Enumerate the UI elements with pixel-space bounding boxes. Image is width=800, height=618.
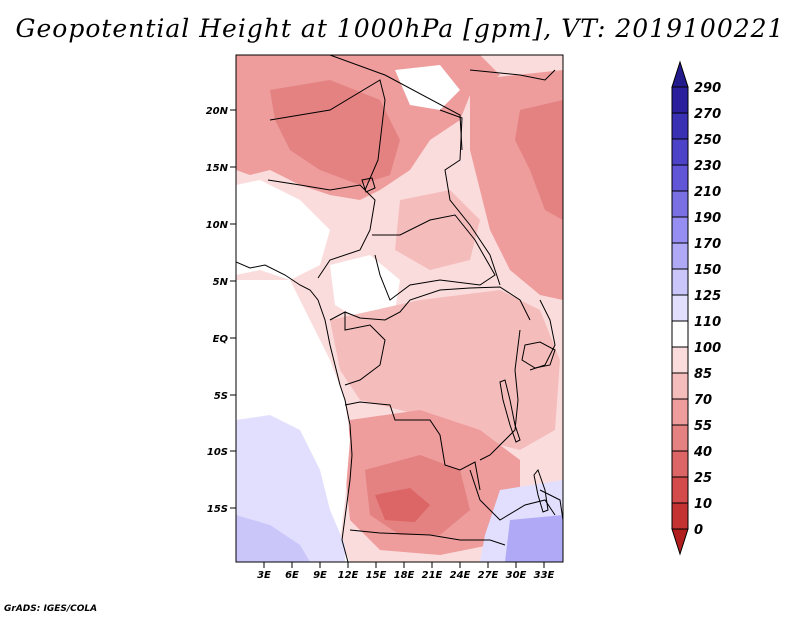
chart-title: Geopotential Height at 1000hPa [gpm], VT… [15, 14, 785, 43]
lat-axis: 20N 15N 10N 5N EQ 5S 10S 15S [206, 106, 236, 515]
colorbar-label: 170 [694, 237, 721, 252]
colorbar-label: 210 [694, 185, 721, 200]
border-ethiopia [469, 69, 556, 81]
footer-credit: GrADS: IGES/COLA [4, 604, 98, 614]
shade-white-center [330, 255, 400, 320]
lon-label: 21E [422, 570, 443, 581]
shade-ocean-blue [236, 515, 310, 562]
lat-label: 10S [207, 447, 228, 458]
lat-label: 5S [214, 391, 228, 402]
lon-label: 15E [366, 570, 387, 581]
colorbar-label: 230 [694, 159, 721, 174]
lon-label: 18E [394, 570, 415, 581]
border-niger-chad [269, 79, 386, 191]
map-borders [236, 55, 563, 562]
shade-central-north [395, 190, 480, 270]
colorbar-swatch [671, 372, 689, 400]
lat-label: 5N [213, 277, 229, 288]
lat-label: 15S [207, 504, 228, 515]
colorbar-label: 85 [694, 367, 712, 382]
colorbar-bottom-arrow [671, 528, 689, 556]
colorbar-top-arrow [671, 60, 689, 88]
colorbar-label: 270 [694, 107, 721, 122]
colorbar-swatch [671, 346, 689, 374]
colorbar-label: 70 [694, 393, 712, 408]
colorbar-label: 150 [694, 263, 721, 278]
lat-label: 15N [206, 163, 229, 174]
colorbar-swatch [671, 424, 689, 452]
colorbar-label: 190 [694, 211, 721, 226]
lon-label: 9E [313, 570, 327, 581]
colorbar-label: 55 [694, 419, 712, 434]
colorbar-label: 125 [694, 289, 721, 304]
lon-label: 6E [285, 570, 299, 581]
colorbar [671, 60, 689, 556]
colorbar-swatch [671, 398, 689, 426]
lon-label: 3E [257, 570, 271, 581]
coastline-west-africa [236, 261, 353, 562]
lat-label: 10N [206, 220, 229, 231]
colorbar-swatch [671, 242, 689, 270]
shade-north-dark [270, 80, 400, 185]
colorbar-swatch [671, 476, 689, 504]
colorbar-swatch [671, 138, 689, 166]
lon-label: 27E [478, 570, 499, 581]
border-congo [329, 311, 386, 386]
map-frame [235, 54, 564, 563]
lon-label: 24E [450, 570, 471, 581]
colorbar-label: 100 [694, 341, 721, 356]
lake-malawi [533, 468, 549, 513]
border-drc-angola [344, 401, 481, 491]
colorbar-swatch [671, 268, 689, 296]
colorbar-label: 40 [693, 445, 712, 460]
colorbar-label: 10 [694, 497, 712, 512]
colorbar-label: 25 [694, 471, 712, 486]
border-drc-east [479, 329, 521, 461]
colorbar-swatch [671, 190, 689, 218]
lon-label: 33E [534, 570, 555, 581]
colorbar-label: 110 [694, 315, 721, 330]
colorbar-swatch [671, 450, 689, 478]
shade-south-darkest [375, 488, 430, 522]
colorbar-swatch [671, 294, 689, 322]
lat-label: EQ [213, 334, 229, 345]
shade-white-west [236, 180, 330, 280]
border-car [372, 214, 496, 301]
colorbar-label: 250 [694, 133, 721, 148]
border-angola-namibia [349, 529, 506, 546]
map-plot-area [236, 55, 563, 562]
colorbar-label: 290 [694, 81, 721, 96]
colorbar-swatch [671, 502, 689, 530]
shade-east-dark [515, 100, 563, 220]
colorbar-swatch [671, 112, 689, 140]
colorbar-swatch [671, 86, 689, 114]
lon-axis: 3E 6E 9E 12E 15E 18E 21E 24E 27E 30E 33E [257, 562, 555, 581]
colorbar-swatch [671, 164, 689, 192]
border-mozambique [539, 489, 563, 521]
shade-southeast-blue [505, 515, 563, 562]
lake-victoria [521, 341, 556, 369]
colorbar-swatch [671, 216, 689, 244]
shade-white-north [395, 65, 460, 110]
colorbar-label: 0 [694, 523, 703, 538]
colorbar-swatch [671, 320, 689, 348]
lake-chad [361, 177, 376, 193]
shade-central-pink [330, 290, 560, 450]
border-chad-sudan [439, 109, 501, 286]
lon-label: 12E [338, 570, 359, 581]
colorbar-labels: 290 270 250 230 210 190 170 150 125 110 … [693, 81, 721, 538]
border-nigeria-cameroon [267, 179, 376, 279]
border-drc-north [344, 286, 531, 321]
lon-label: 30E [506, 570, 527, 581]
lat-label: 20N [206, 106, 229, 117]
lake-tanganyika [499, 379, 521, 443]
